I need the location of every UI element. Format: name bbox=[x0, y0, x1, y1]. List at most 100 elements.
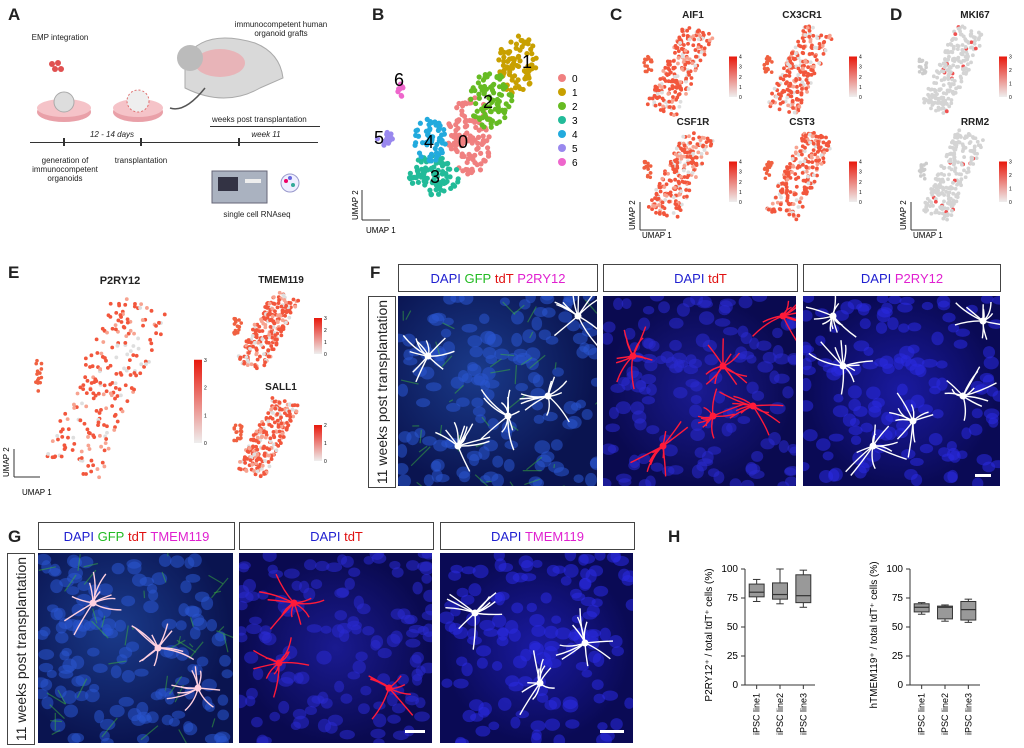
feature-point bbox=[803, 59, 808, 64]
colorbar-tick: 2 bbox=[859, 180, 862, 186]
feature-point bbox=[267, 301, 272, 306]
umap-point bbox=[484, 145, 491, 151]
g-merge-image bbox=[38, 553, 233, 743]
nucleus bbox=[938, 447, 951, 458]
feature-point bbox=[125, 317, 130, 322]
umap-point bbox=[515, 77, 521, 83]
feature-point bbox=[803, 133, 808, 138]
feature-point bbox=[776, 184, 781, 188]
feature-point bbox=[928, 87, 933, 92]
nucleus bbox=[269, 711, 281, 722]
nucleus bbox=[422, 436, 437, 446]
feature-point bbox=[250, 333, 255, 338]
feature-point bbox=[963, 54, 968, 59]
feature-point bbox=[929, 106, 933, 111]
nucleus bbox=[377, 648, 392, 659]
feature-point bbox=[806, 81, 810, 85]
nucleus bbox=[499, 297, 510, 307]
feature-point bbox=[275, 418, 280, 423]
nucleus bbox=[580, 596, 596, 607]
feature-point bbox=[769, 70, 774, 74]
umap-point bbox=[417, 120, 423, 126]
nucleus bbox=[921, 301, 934, 311]
nucleus bbox=[444, 621, 456, 632]
feature-point bbox=[674, 146, 679, 151]
box bbox=[795, 574, 812, 604]
umap-point bbox=[494, 120, 500, 126]
feature-point bbox=[272, 321, 277, 326]
umap-point bbox=[436, 120, 442, 126]
feature-point bbox=[663, 198, 668, 202]
nucleus bbox=[942, 312, 956, 323]
umap-point bbox=[432, 145, 438, 152]
colorbar-tick: 0 bbox=[324, 352, 327, 358]
colorbar-tick: 3 bbox=[859, 170, 862, 176]
feature-point bbox=[943, 57, 947, 62]
nucleus bbox=[134, 668, 149, 677]
gfp-fiber bbox=[51, 729, 61, 736]
gfp-fiber bbox=[50, 720, 63, 723]
y-axis-label: P2RY12⁺ / total tdT⁺ cells (%) bbox=[704, 568, 715, 701]
feature-point bbox=[788, 64, 792, 68]
feature-point bbox=[682, 175, 687, 179]
feature-point bbox=[131, 344, 136, 348]
nucleus bbox=[828, 433, 844, 442]
feature-point bbox=[63, 445, 68, 450]
nucleus bbox=[358, 703, 370, 715]
feature-point bbox=[251, 327, 255, 332]
feature-point bbox=[274, 341, 279, 346]
feature-point bbox=[154, 323, 158, 328]
feature-point bbox=[796, 97, 801, 102]
feature-point bbox=[820, 43, 825, 48]
feature-point bbox=[251, 433, 256, 438]
gfp-fiber bbox=[64, 574, 77, 592]
nucleus bbox=[646, 383, 657, 396]
umap-point bbox=[427, 187, 433, 193]
feature-point bbox=[951, 162, 956, 167]
feature-point bbox=[969, 158, 974, 162]
feature-point bbox=[811, 165, 815, 170]
cluster-label-4: 4 bbox=[424, 132, 434, 152]
feature-point bbox=[689, 160, 693, 165]
feature-point bbox=[690, 170, 695, 175]
colorbar-tick: 4 bbox=[739, 55, 742, 61]
umap-point bbox=[427, 127, 433, 133]
feature-point bbox=[672, 65, 677, 70]
feature-point bbox=[70, 448, 75, 452]
nucleus bbox=[613, 297, 624, 311]
cell-body bbox=[290, 599, 298, 607]
cell-body bbox=[89, 599, 97, 607]
nucleus bbox=[386, 692, 398, 707]
f1-dapi: DAPI bbox=[430, 270, 461, 286]
feature-point bbox=[682, 154, 686, 159]
feature-point bbox=[279, 415, 283, 420]
cluster-label-6: 6 bbox=[394, 70, 404, 90]
feature-point bbox=[800, 152, 804, 157]
feature-point bbox=[955, 47, 960, 52]
umap-point bbox=[406, 175, 413, 181]
feature-point bbox=[676, 56, 681, 60]
nucleus bbox=[606, 553, 621, 563]
feature-point bbox=[827, 35, 832, 40]
feature-point bbox=[951, 82, 956, 87]
feature-point bbox=[793, 45, 798, 50]
umap-point bbox=[526, 37, 532, 43]
nucleus bbox=[571, 614, 584, 624]
nucleus bbox=[623, 327, 636, 340]
legend-swatch bbox=[558, 88, 566, 96]
feature-point bbox=[84, 472, 88, 476]
nucleus bbox=[293, 672, 304, 684]
nucleus bbox=[691, 464, 704, 479]
feature-point bbox=[658, 108, 663, 112]
feature-point bbox=[55, 433, 60, 438]
nucleus bbox=[685, 378, 700, 388]
nucleus bbox=[772, 344, 784, 359]
feature-point bbox=[770, 201, 775, 206]
feature-point bbox=[931, 203, 935, 208]
feature-point bbox=[940, 178, 945, 183]
umap-point bbox=[414, 127, 421, 133]
feature-point bbox=[671, 59, 676, 63]
organoid-dish-icon bbox=[36, 88, 92, 124]
umap-point bbox=[480, 137, 486, 144]
